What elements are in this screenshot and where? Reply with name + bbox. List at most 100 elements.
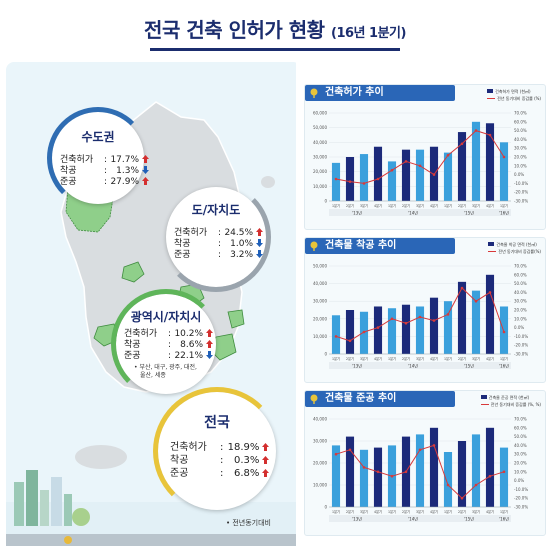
y2-tick-label: -10.0% xyxy=(514,181,528,186)
bar xyxy=(387,161,397,201)
y2-tick-label: 60.0% xyxy=(514,425,527,430)
stat-value: 1.3% xyxy=(116,166,140,176)
charts-panel: 건축허가 추이 건축허가 면적 (천㎡) 전년 동기대비 증감률 (%) 0 10… xyxy=(296,62,546,546)
bar xyxy=(359,449,369,507)
year-label: '15년 xyxy=(464,363,474,369)
line-point xyxy=(488,474,492,478)
y-tick-label: 10,000 xyxy=(313,184,327,189)
bar xyxy=(373,447,383,507)
stat-separator: : xyxy=(168,329,172,339)
bar xyxy=(331,162,341,201)
footnote-yoy: • 전년동기대비 xyxy=(226,519,271,527)
metro-city-stats: 광역시/자치시 건축허가:10.2% 착공:8.6% 준공:22.1% • 부산… xyxy=(111,289,221,399)
stat-label: 착공 xyxy=(174,239,191,249)
line-point xyxy=(404,160,408,163)
stat-label: 건축허가 xyxy=(60,155,94,165)
y-tick-label: 20,000 xyxy=(313,169,327,174)
province-stats: 도/자치도 건축허가:24.5% 착공:1.0% 준공:3.2% xyxy=(161,182,271,292)
arrow-down-icon xyxy=(256,250,264,258)
x-tick-label: 3분기 xyxy=(360,509,368,514)
line-point xyxy=(446,313,450,316)
bar xyxy=(331,315,341,354)
line-point xyxy=(390,168,394,172)
national-stats: 전국 건축허가:18.9% 착공:0.3% 준공:6.8% xyxy=(153,387,281,515)
bar xyxy=(345,436,355,507)
bar xyxy=(331,445,341,507)
arrow-up-icon xyxy=(142,177,150,185)
arrow-up-icon xyxy=(262,469,270,477)
bar xyxy=(415,149,425,201)
line-point xyxy=(404,321,408,325)
stat-value: 10.2% xyxy=(174,329,204,339)
line-point xyxy=(418,315,422,319)
pin-icon xyxy=(310,88,318,98)
y2-tick-label: 30.0% xyxy=(514,146,527,151)
chart-title: 건축물 준공 추이 xyxy=(325,393,397,404)
stat-row: 건축허가:24.5% xyxy=(174,225,264,238)
y2-tick-label: 40.0% xyxy=(514,137,527,142)
stat-separator: : xyxy=(104,155,108,165)
line-point xyxy=(460,142,464,146)
line-point xyxy=(390,474,394,478)
arrow-up-icon xyxy=(262,443,270,451)
chart-title-bar: 건축허가 추이 xyxy=(305,85,455,101)
x-tick-label: 3분기 xyxy=(360,356,368,361)
x-tick-label: 4분기 xyxy=(430,203,438,208)
stat-label: 착공 xyxy=(170,455,189,466)
chart-plot: 0 10,000 20,000 30,000 40,000 50,000 60,000 -30… xyxy=(313,111,528,216)
y-tick-label: 40,000 xyxy=(313,281,327,286)
legend-line-label: 전년 동기대비 증감률 (%) xyxy=(497,96,541,101)
stat-separator: : xyxy=(168,340,172,350)
year-label: '15년 xyxy=(464,516,474,522)
title-underline xyxy=(150,48,400,51)
metro-region-ulsan xyxy=(227,309,245,329)
stat-label: 착공 xyxy=(60,166,77,176)
pin-icon xyxy=(310,394,318,404)
line-point xyxy=(446,153,450,157)
line-point xyxy=(418,448,422,452)
stat-value: 8.6% xyxy=(180,340,204,350)
stat-value: 1.0% xyxy=(230,239,254,249)
y-tick-label: 40,000 xyxy=(313,140,327,145)
stat-label: 건축허가 xyxy=(124,329,158,339)
year-label: '14년 xyxy=(408,210,418,216)
metro-city-note-line2: 울산, 세종 xyxy=(140,372,166,379)
x-tick-label: 1분기 xyxy=(444,356,452,361)
y2-tick-label: -10.0% xyxy=(514,334,528,339)
line-point xyxy=(418,164,422,168)
jeju-island xyxy=(75,445,127,469)
x-tick-label: 2분기 xyxy=(458,203,466,208)
year-band xyxy=(329,515,511,522)
x-tick-label: 1분기 xyxy=(500,203,508,208)
x-tick-label: 2분기 xyxy=(402,203,410,208)
x-tick-label: 1분기 xyxy=(500,356,508,361)
province-title: 도/자치도 xyxy=(191,203,241,217)
line-point xyxy=(502,155,506,159)
x-tick-label: 3분기 xyxy=(416,356,424,361)
legend-bar-label: 건축허가 면적 (천㎡) xyxy=(495,89,531,94)
bar xyxy=(415,306,425,354)
bar xyxy=(443,301,453,354)
x-tick-label: 1분기 xyxy=(388,356,396,361)
y-tick-label: 0 xyxy=(324,199,327,204)
y2-tick-label: -10.0% xyxy=(514,487,528,492)
y2-tick-label: 60.0% xyxy=(514,119,527,124)
stat-label: 준공 xyxy=(60,177,77,187)
x-tick-label: 3분기 xyxy=(416,509,424,514)
stat-value: 17.7% xyxy=(110,155,140,165)
y2-tick-label: -30.0% xyxy=(514,505,528,510)
x-tick-label: 3분기 xyxy=(472,356,480,361)
x-tick-label: 4분기 xyxy=(486,509,494,514)
bar xyxy=(457,132,467,201)
bar xyxy=(429,297,439,354)
x-tick-label: 1분기 xyxy=(388,509,396,514)
y-tick-label: 30,000 xyxy=(313,439,327,444)
legend-bar-label: 건축물 준공 면적 (천㎡) xyxy=(488,395,530,400)
line-point xyxy=(474,483,478,487)
metro-region-daejeon xyxy=(121,261,145,283)
line-point xyxy=(362,330,366,334)
y-tick-label: 20,000 xyxy=(313,461,327,466)
line-point xyxy=(460,496,464,500)
y2-tick-label: 70.0% xyxy=(514,111,527,116)
chart-legend: 건축물 준공 면적 (천㎡) 전년 동기대비 증감률 (%, %) xyxy=(480,394,541,408)
